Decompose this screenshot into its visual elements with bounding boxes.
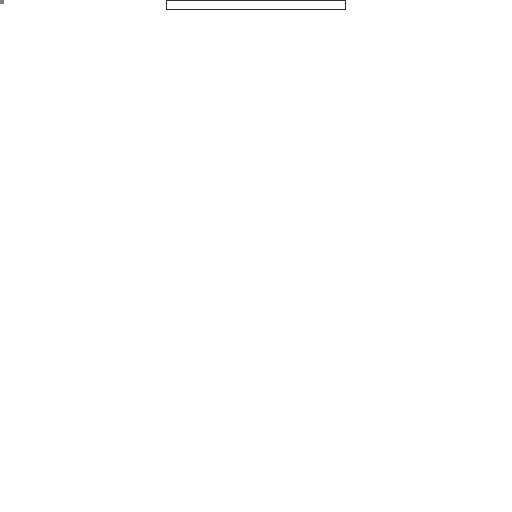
speed-legend [166,0,346,13]
sky [0,0,512,230]
legend-gradient [166,0,346,10]
strike-zone [0,0,4,4]
pitch-chart [0,0,512,512]
